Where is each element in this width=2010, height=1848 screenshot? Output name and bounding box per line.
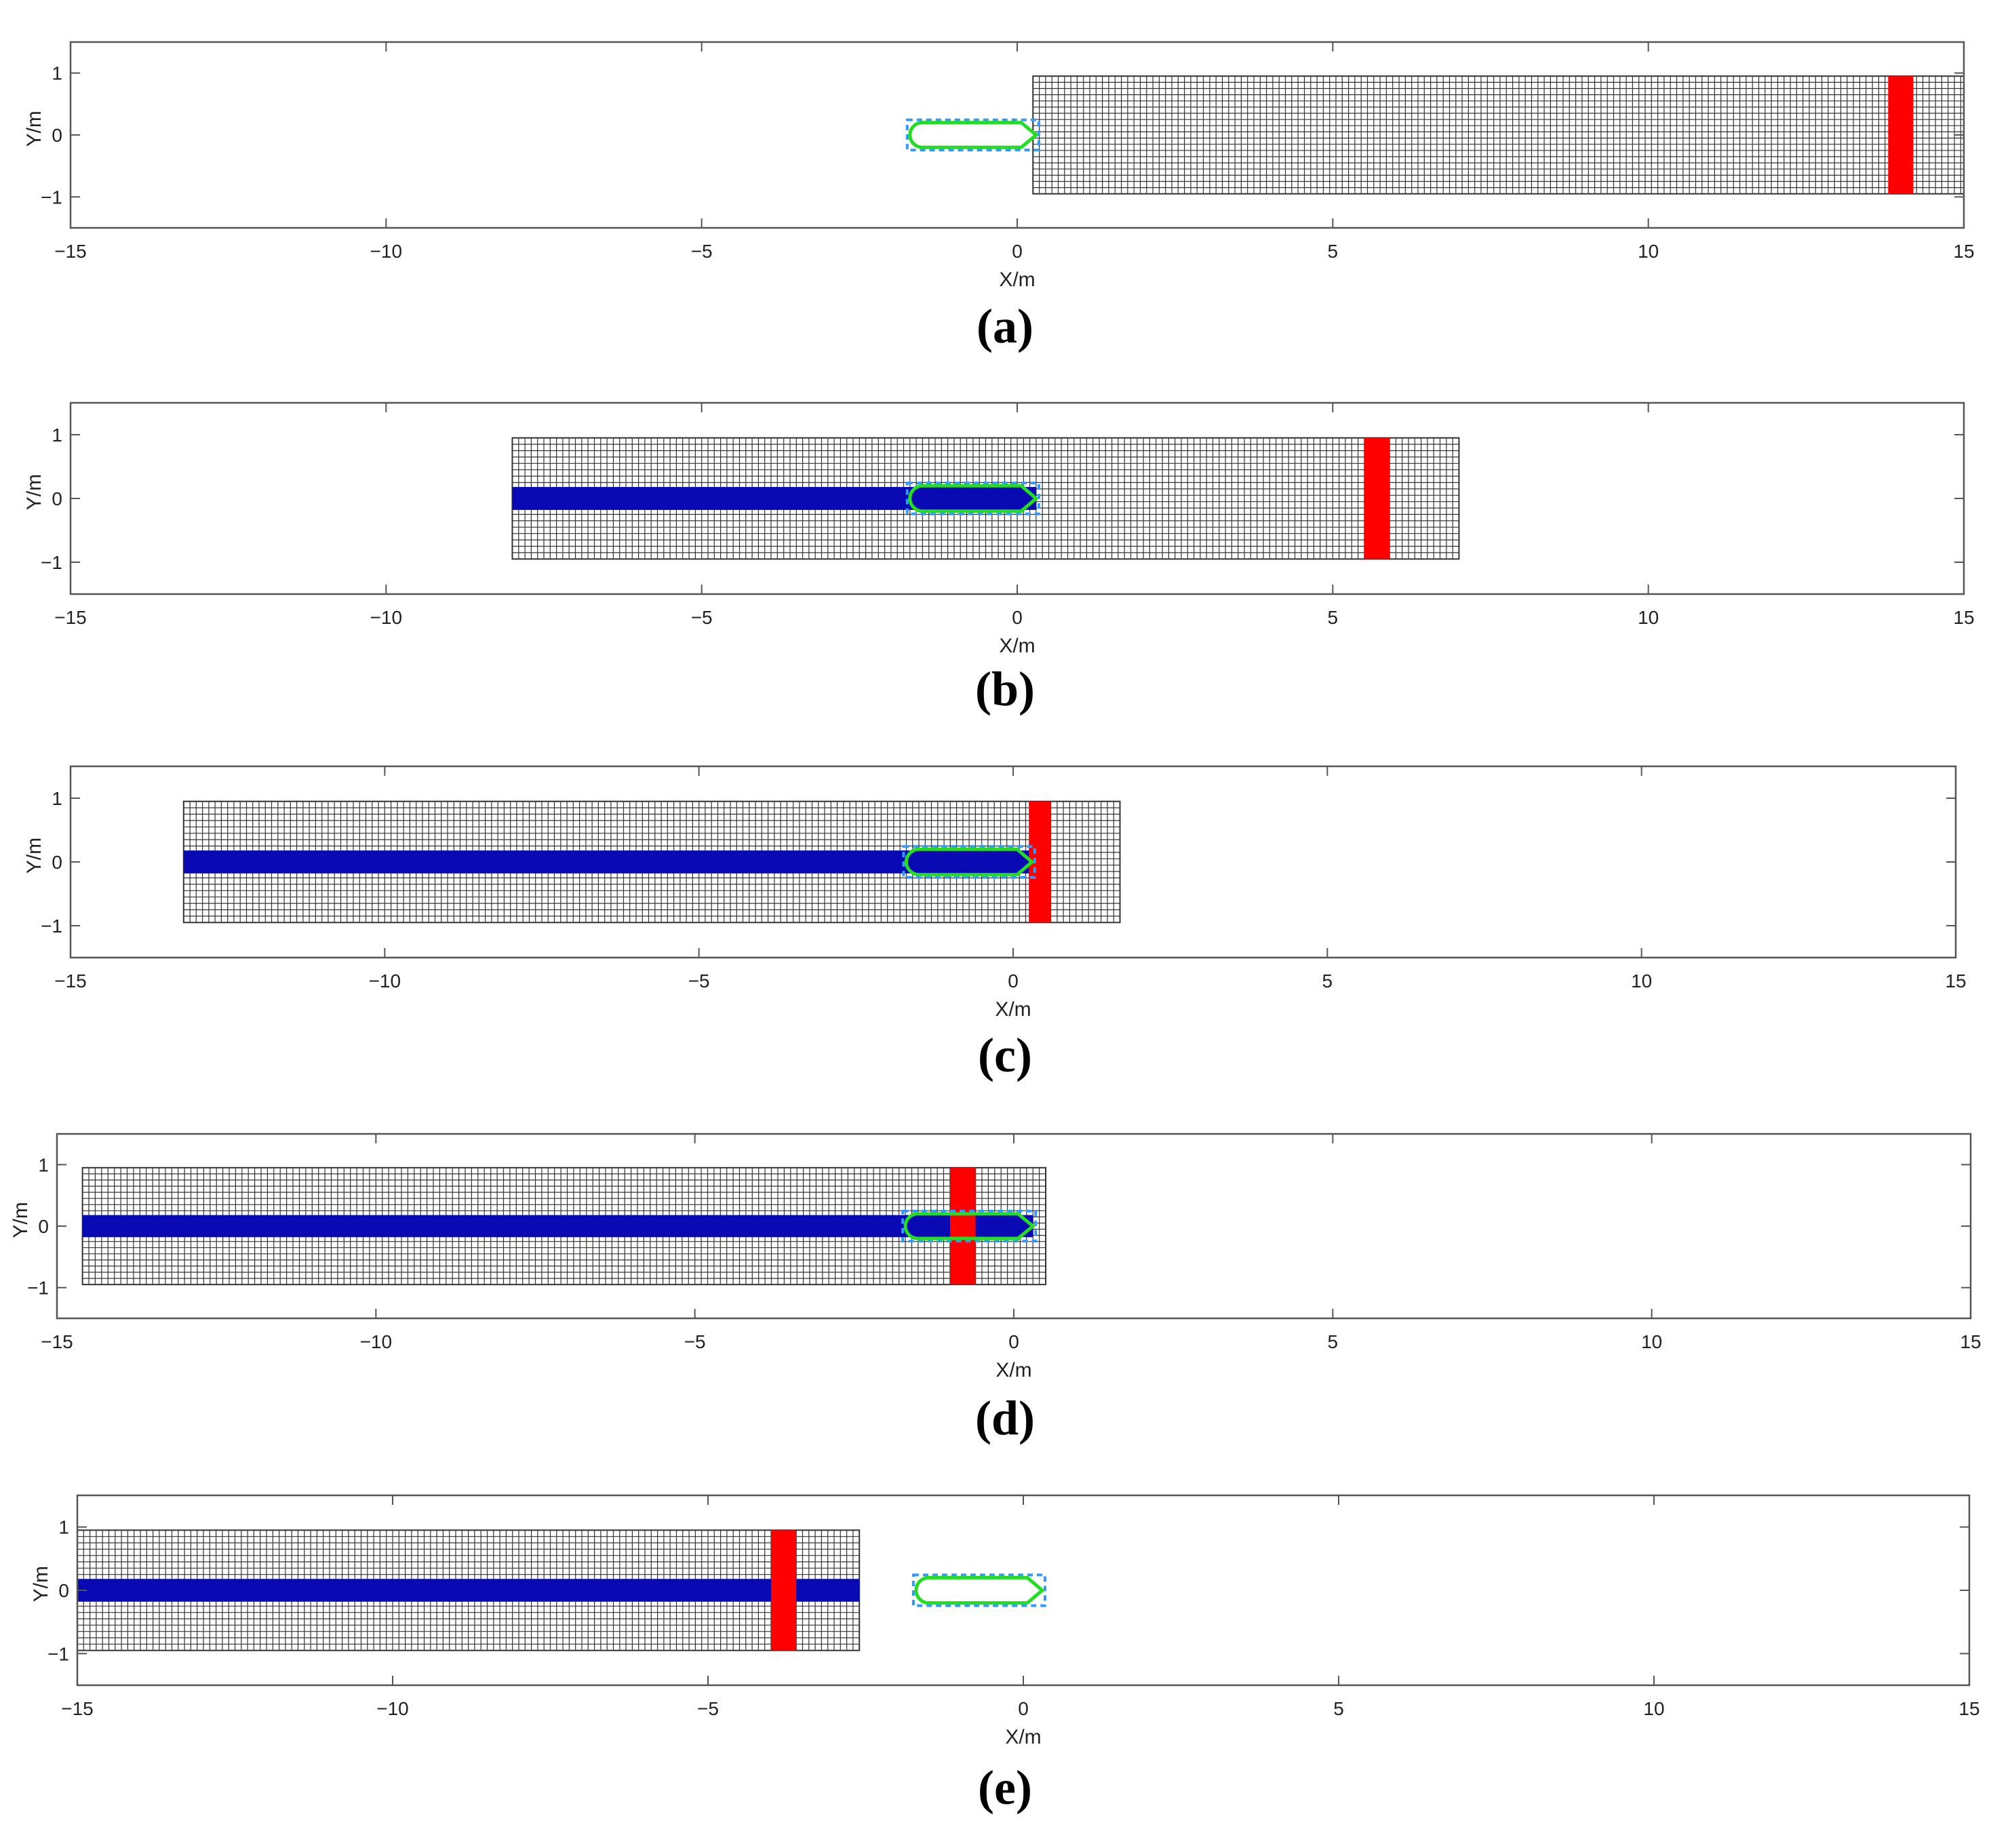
red-band	[771, 1530, 797, 1651]
panel-caption: (e)	[978, 1761, 1032, 1815]
x-tick-label: −10	[369, 970, 401, 991]
x-tick-label: −5	[691, 607, 713, 628]
x-tick-label: 15	[1958, 1698, 1979, 1719]
x-tick-label: −5	[688, 970, 710, 991]
plot-area	[511, 437, 1460, 560]
vehicle-outline	[908, 484, 1039, 513]
vehicle-outline	[908, 121, 1039, 149]
x-tick-label: −15	[54, 970, 87, 991]
y-axis-label: Y/m	[9, 1202, 32, 1238]
panel-caption: (c)	[978, 1028, 1032, 1082]
y-axis-label: Y/m	[23, 474, 45, 510]
x-tick-label: 5	[1328, 607, 1339, 628]
x-axis-label: X/m	[999, 269, 1035, 291]
x-axis-label: X/m	[995, 998, 1031, 1021]
vehicle-bounding-box	[901, 1209, 1038, 1243]
x-tick-label: −10	[370, 241, 403, 262]
x-tick-label: 5	[1328, 241, 1339, 262]
plot-area	[77, 1529, 1046, 1651]
y-tick-label: −1	[41, 552, 62, 573]
x-tick-label: −15	[54, 241, 87, 262]
y-tick-label: 0	[38, 1216, 49, 1237]
x-tick-label: −10	[370, 607, 403, 628]
vehicle-outline	[905, 847, 1035, 877]
x-tick-label: 15	[1960, 1331, 1981, 1352]
x-tick-label: 0	[1018, 1698, 1029, 1719]
x-tick-label: 5	[1322, 970, 1333, 991]
x-tick-label: −10	[360, 1331, 393, 1352]
y-tick-label: 0	[58, 1580, 69, 1601]
x-tick-label: 10	[1638, 241, 1659, 262]
panel-caption: (a)	[977, 299, 1033, 353]
vehicle-bounding-box	[905, 118, 1040, 152]
y-tick-label: −1	[41, 186, 62, 208]
x-axis-label: X/m	[996, 1359, 1031, 1381]
y-tick-label: 0	[52, 488, 62, 509]
x-tick-label: 10	[1631, 970, 1652, 991]
y-tick-label: 0	[52, 852, 62, 873]
vehicle-bounding-box	[902, 845, 1036, 879]
x-tick-label: −10	[376, 1698, 409, 1719]
blue-trail	[82, 1215, 1033, 1238]
y-tick-label: −1	[27, 1278, 49, 1299]
x-tick-label: 15	[1953, 607, 1974, 628]
x-tick-label: 15	[1945, 970, 1966, 991]
x-tick-label: −5	[684, 1331, 706, 1352]
plot-area	[182, 800, 1121, 924]
x-axis-label: X/m	[999, 635, 1035, 657]
x-tick-label: −15	[61, 1698, 94, 1719]
vehicle-bounding-box	[905, 481, 1040, 515]
plot-area	[81, 1166, 1047, 1286]
x-tick-label: −15	[41, 1331, 73, 1352]
y-tick-label: 1	[52, 788, 62, 809]
x-tick-label: 10	[1641, 1331, 1662, 1352]
blue-trail	[77, 1579, 860, 1602]
x-tick-label: 10	[1638, 607, 1659, 628]
x-tick-label: 0	[1012, 241, 1023, 262]
vehicle-outline	[903, 1212, 1036, 1240]
panel-caption: (b)	[975, 662, 1035, 716]
x-tick-label: 0	[1012, 607, 1023, 628]
y-tick-label: 1	[58, 1517, 69, 1538]
red-band	[1888, 76, 1914, 194]
y-tick-label: 1	[38, 1154, 49, 1175]
x-tick-label: −5	[691, 241, 713, 262]
x-tick-label: 15	[1953, 241, 1974, 262]
x-tick-label: −15	[54, 607, 87, 628]
y-tick-label: −1	[47, 1643, 69, 1664]
mesh-grid	[1032, 75, 1964, 195]
x-tick-label: 5	[1328, 1331, 1339, 1352]
y-axis-label: Y/m	[23, 111, 45, 146]
x-tick-label: 10	[1643, 1698, 1664, 1719]
x-tick-label: 5	[1333, 1698, 1344, 1719]
red-band	[1364, 437, 1390, 559]
y-tick-label: 1	[52, 63, 62, 84]
y-tick-label: −1	[41, 916, 62, 937]
panel-caption: (d)	[975, 1391, 1035, 1445]
x-tick-label: 0	[1008, 970, 1019, 991]
vehicle-bounding-box	[911, 1573, 1046, 1607]
y-axis-label: Y/m	[23, 838, 45, 873]
y-axis-label: Y/m	[30, 1566, 52, 1602]
blue-trail	[512, 487, 1036, 510]
plot-area	[905, 75, 1964, 195]
red-band	[949, 1167, 976, 1285]
y-tick-label: 1	[52, 425, 62, 446]
blue-trail	[183, 850, 1032, 873]
x-axis-label: X/m	[1005, 1726, 1041, 1748]
y-tick-label: 0	[52, 125, 62, 146]
x-tick-label: −5	[697, 1698, 719, 1719]
x-tick-label: 0	[1008, 1331, 1019, 1352]
vehicle-outline	[914, 1575, 1045, 1605]
